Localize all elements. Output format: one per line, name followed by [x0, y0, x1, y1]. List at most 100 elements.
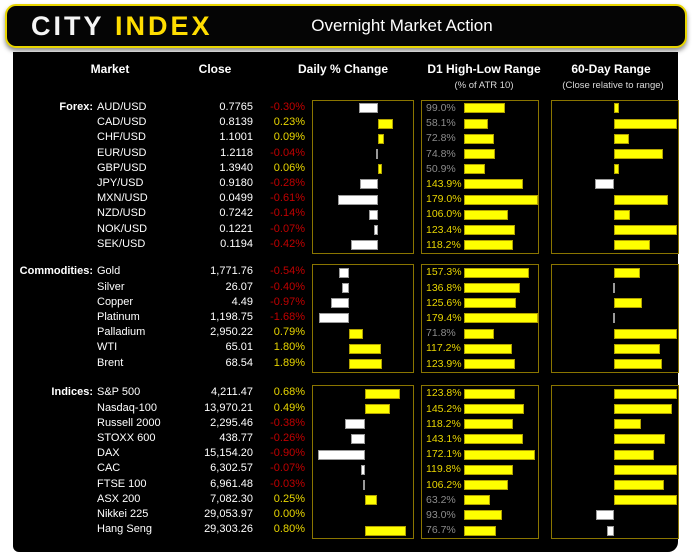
market-name: CAD/USD — [97, 116, 147, 129]
range-60d-panel — [551, 100, 679, 254]
market-name: Nasdaq-100 — [97, 401, 157, 414]
close-value: 1,771.76 — [210, 265, 253, 278]
close-value: 1.2118 — [220, 146, 253, 159]
daily-pct-value: 1.89% — [273, 356, 305, 369]
range-60d-bar — [595, 179, 614, 190]
daily-pct-value: 0.80% — [273, 523, 305, 536]
range-60d-bar — [613, 358, 662, 369]
daily-change-bar — [358, 103, 379, 114]
daily-change-bar — [369, 209, 379, 220]
daily-pct-value: -0.26% — [270, 432, 305, 444]
d1-range-label: 123.4% — [426, 223, 462, 236]
daily-change-bar — [339, 267, 349, 278]
range-60d-bar — [613, 225, 677, 235]
range-60d-bar — [595, 510, 614, 521]
market-name: MXN/USD — [97, 192, 148, 205]
d1-range-panel: 123.8% 145.2% 118.2% 143.1% 172.1% 119.8% 106.… — [421, 385, 539, 540]
daily-change-bar — [364, 525, 406, 536]
range-60d-bar — [613, 343, 661, 354]
range-60d-bar — [613, 298, 643, 309]
d1-range-bar — [464, 225, 515, 235]
daily-pct-value: -0.04% — [270, 146, 305, 159]
daily-change-bar — [348, 343, 381, 354]
daily-change-bar — [373, 225, 379, 235]
d1-range-label: 74.8% — [426, 147, 456, 160]
daily-pct-value: 0.06% — [273, 161, 305, 174]
range-60d-bar — [613, 194, 669, 205]
logo-index-text: INDEX — [115, 11, 213, 41]
market-name: ASX 200 — [97, 492, 141, 505]
d1-range-bar — [464, 118, 488, 129]
daily-change-panel — [312, 100, 414, 254]
daily-pct-value: 0.68% — [273, 386, 305, 399]
close-value: 1.1001 — [219, 131, 253, 144]
city-index-logo: CITY INDEX — [31, 11, 213, 42]
market-name: JPY/USD — [97, 177, 144, 189]
range-60d-bar — [612, 282, 615, 293]
d1-range-label: 106.2% — [426, 478, 462, 491]
column-subheader-atr: (% of ATR 10) — [454, 80, 514, 91]
daily-change-bar — [378, 133, 385, 144]
d1-range-label: 106.0% — [426, 208, 462, 221]
daily-change-bar — [318, 449, 365, 460]
daily-change-bar — [364, 388, 400, 399]
column-header-market: Market — [90, 62, 130, 76]
daily-pct-value: -0.42% — [270, 237, 305, 250]
column-header-daily-change: Daily % Change — [297, 62, 389, 76]
daily-change-bar — [318, 313, 349, 324]
daily-pct-value: -0.97% — [270, 295, 305, 308]
daily-change-panel — [312, 385, 414, 540]
range-60d-bar — [613, 209, 631, 220]
daily-change-bar — [378, 118, 394, 129]
market-name: Nikkei 225 — [97, 508, 149, 520]
d1-range-label: 123.9% — [426, 357, 462, 370]
close-value: 6,961.48 — [210, 477, 253, 490]
daily-pct-value: 0.79% — [273, 326, 305, 339]
daily-pct-value: -0.28% — [270, 177, 305, 189]
d1-range-bar — [464, 358, 515, 369]
close-value: 0.7242 — [219, 207, 253, 220]
d1-range-bar — [464, 510, 503, 521]
range-60d-bar — [613, 388, 677, 399]
daily-pct-value: 1.80% — [273, 341, 305, 354]
d1-range-label: 72.8% — [426, 132, 456, 145]
daily-change-bar — [375, 149, 379, 159]
close-value: 1,198.75 — [210, 311, 253, 323]
section-label: Forex: — [59, 101, 93, 113]
close-value: 29,303.26 — [204, 523, 253, 536]
range-60d-bar — [613, 479, 665, 490]
range-60d-bar — [612, 313, 615, 324]
close-value: 4,211.47 — [210, 386, 253, 399]
d1-range-label: 50.9% — [426, 162, 456, 175]
close-value: 15,154.20 — [204, 447, 253, 460]
range-60d-bar — [613, 495, 677, 506]
d1-range-bar — [464, 179, 524, 190]
column-header-close: Close — [198, 62, 232, 76]
d1-range-bar — [464, 495, 490, 506]
market-name: Gold — [97, 265, 121, 278]
d1-range-label: 145.2% — [426, 402, 462, 415]
range-60d-bar — [613, 267, 641, 278]
d1-range-label: 71.8% — [426, 327, 456, 340]
daily-pct-value: -0.07% — [270, 462, 305, 475]
close-value: 7,082.30 — [210, 492, 253, 505]
d1-range-bar — [464, 298, 516, 309]
d1-range-label: 179.4% — [426, 311, 462, 324]
daily-change-bar — [364, 495, 378, 506]
d1-range-panel: 157.3% 136.8% 125.6% 179.4% 71.8% 117.2% 123.9… — [421, 264, 539, 373]
d1-range-bar — [464, 103, 505, 114]
daily-change-bar — [348, 328, 363, 339]
d1-range-label: 143.1% — [426, 432, 462, 445]
daily-pct-value: 0.49% — [273, 401, 305, 414]
header-bar: CITY INDEX Overnight Market Action — [5, 4, 687, 48]
market-name: Brent — [97, 356, 124, 369]
daily-change-bar — [351, 434, 365, 445]
market-name: S&P 500 — [97, 386, 141, 399]
range-60d-bar — [613, 164, 620, 175]
market-name: FTSE 100 — [97, 477, 147, 490]
range-60d-bar — [613, 133, 630, 144]
market-name: NOK/USD — [97, 222, 148, 235]
d1-range-label: 157.3% — [426, 266, 462, 279]
range-60d-bar — [607, 525, 614, 536]
d1-range-bar — [464, 240, 513, 251]
